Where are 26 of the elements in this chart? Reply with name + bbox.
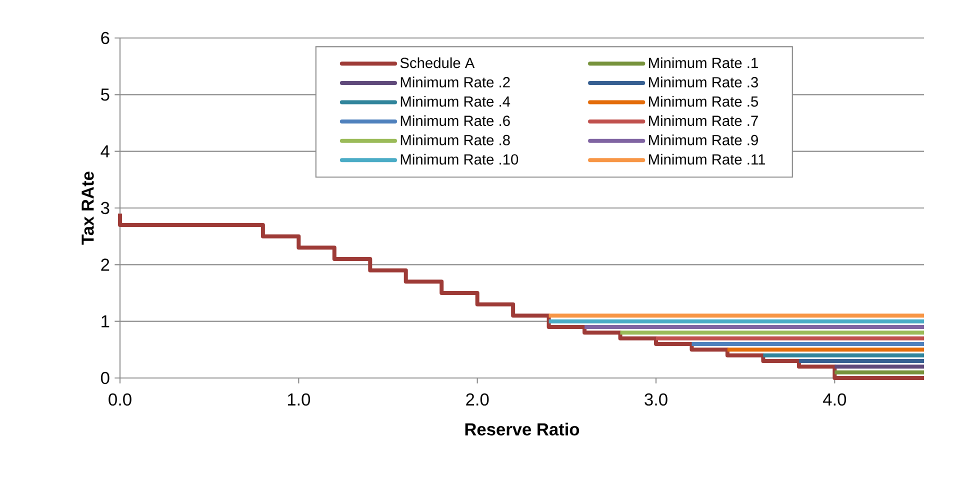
y-tick-label: 3 bbox=[100, 202, 110, 214]
x-tick-label: 3.0 bbox=[644, 393, 668, 406]
legend-label: Minimum Rate .9 bbox=[649, 134, 758, 146]
y-tick-label: 0 bbox=[100, 372, 110, 384]
x-tick-label: 0.0 bbox=[108, 393, 132, 406]
legend-label: Minimum Rate .10 bbox=[400, 154, 518, 165]
legend-label: Minimum Rate .3 bbox=[649, 76, 758, 88]
legend-label: Minimum Rate .5 bbox=[649, 96, 758, 107]
legend-label: Minimum Rate .8 bbox=[400, 134, 510, 146]
x-tick-label: 1.0 bbox=[288, 393, 310, 406]
y-tick-label: 5 bbox=[101, 88, 110, 101]
legend-label: Schedule A bbox=[400, 57, 475, 68]
legend-label: Minimum Rate .11 bbox=[649, 154, 766, 165]
legend-label: Minimum Rate .7 bbox=[649, 115, 758, 126]
x-tick-label: 2.0 bbox=[466, 393, 489, 406]
y-axis-title: Tax RAte bbox=[82, 172, 94, 245]
y-tick-label: 6 bbox=[101, 32, 110, 44]
legend-label: Minimum Rate .6 bbox=[400, 115, 510, 126]
x-tick-label: 4.0 bbox=[823, 393, 846, 406]
legend-label: Minimum Rate .4 bbox=[400, 96, 510, 107]
y-tick-label: 1 bbox=[102, 315, 110, 328]
y-tick-label: 2 bbox=[101, 258, 110, 271]
x-axis-title: Reserve Ratio bbox=[465, 422, 580, 436]
legend-label: Minimum Rate .1 bbox=[649, 57, 758, 68]
legend-label: Minimum Rate .2 bbox=[400, 76, 510, 88]
y-tick-label: 4 bbox=[100, 145, 110, 158]
